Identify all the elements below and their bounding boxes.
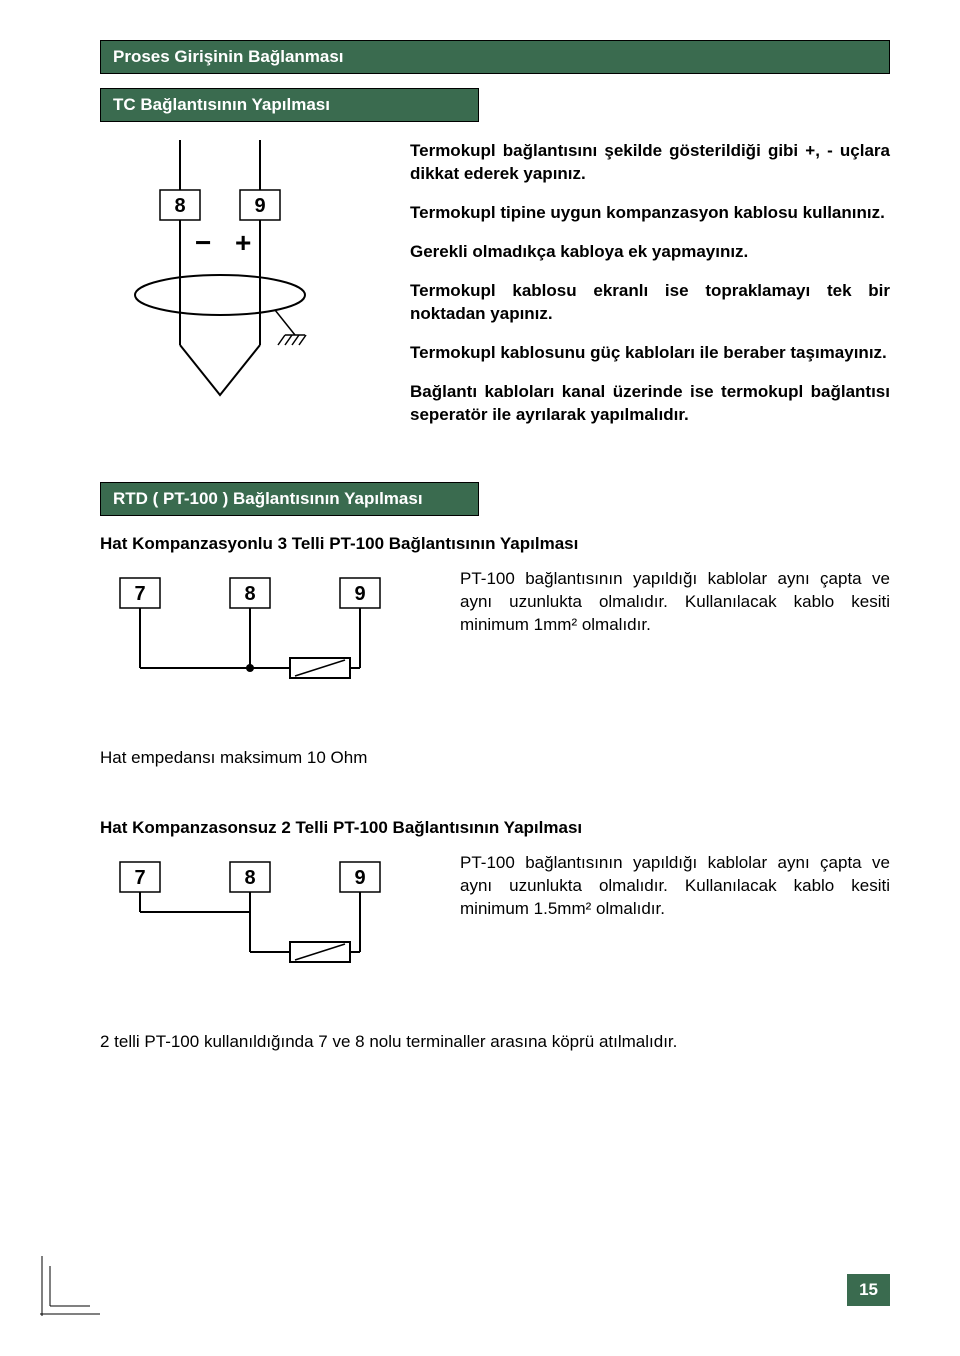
tc-p3: Gerekli olmadıkça kabloya ek yapmayınız. <box>410 241 890 264</box>
rtd-3wire-text: PT-100 bağlantısının yapıldığı kablolar … <box>460 568 890 637</box>
tc-p1: Termokupl bağlantısını şekilde gösterild… <box>410 140 890 186</box>
tc-p4: Termokupl kablosu ekranlı ise topraklama… <box>410 280 890 326</box>
polarity-minus: − <box>195 227 211 258</box>
tc-row: 8 9 − + <box>100 140 890 442</box>
rtd-3wire-row: 7 8 9 <box>100 568 890 718</box>
tc-p6: Bağlantı kabloları kanal üzerinde ise te… <box>410 381 890 427</box>
impedance-note: Hat empedansı maksimum 10 Ohm <box>100 748 890 768</box>
corner-decoration <box>40 1256 100 1316</box>
tc-term-8: 8 <box>174 195 185 217</box>
rtd-2wire-text: PT-100 bağlantısının yapıldığı kablolar … <box>460 852 890 921</box>
svg-text:7: 7 <box>134 583 145 605</box>
page-number: 15 <box>847 1274 890 1306</box>
svg-text:8: 8 <box>244 867 255 889</box>
rtd-3wire-p: PT-100 bağlantısının yapıldığı kablolar … <box>460 568 890 637</box>
rtd-3wire-diagram: 7 8 9 <box>100 568 430 718</box>
rtd-subtitle-2wire: Hat Kompanzasonsuz 2 Telli PT-100 Bağlan… <box>100 818 890 838</box>
tc-text-block: Termokupl bağlantısını şekilde gösterild… <box>410 140 890 442</box>
polarity-plus: + <box>235 227 251 258</box>
rtd-2wire-row: 7 8 9 <box>100 852 890 1002</box>
tc-diagram: 8 9 − + <box>100 140 380 400</box>
tc-p5: Termokupl kablosunu güç kabloları ile be… <box>410 342 890 365</box>
tc-header: TC Bağlantısının Yapılması <box>100 88 479 122</box>
rtd-2wire-p: PT-100 bağlantısının yapıldığı kablolar … <box>460 852 890 921</box>
svg-text:9: 9 <box>354 867 365 889</box>
svg-text:7: 7 <box>134 867 145 889</box>
svg-text:8: 8 <box>244 583 255 605</box>
tc-p2: Termokupl tipine uygun kompanzasyon kabl… <box>410 202 890 225</box>
rtd-subtitle-3wire: Hat Kompanzasyonlu 3 Telli PT-100 Bağlan… <box>100 534 890 554</box>
rtd-header: RTD ( PT-100 ) Bağlantısının Yapılması <box>100 482 479 516</box>
rtd-2wire-diagram: 7 8 9 <box>100 852 430 1002</box>
footer-note: 2 telli PT-100 kullanıldığında 7 ve 8 no… <box>100 1032 890 1052</box>
tc-term-9: 9 <box>254 195 265 217</box>
main-header: Proses Girişinin Bağlanması <box>100 40 890 74</box>
svg-text:9: 9 <box>354 583 365 605</box>
rtd-section: RTD ( PT-100 ) Bağlantısının Yapılması H… <box>100 482 890 1052</box>
